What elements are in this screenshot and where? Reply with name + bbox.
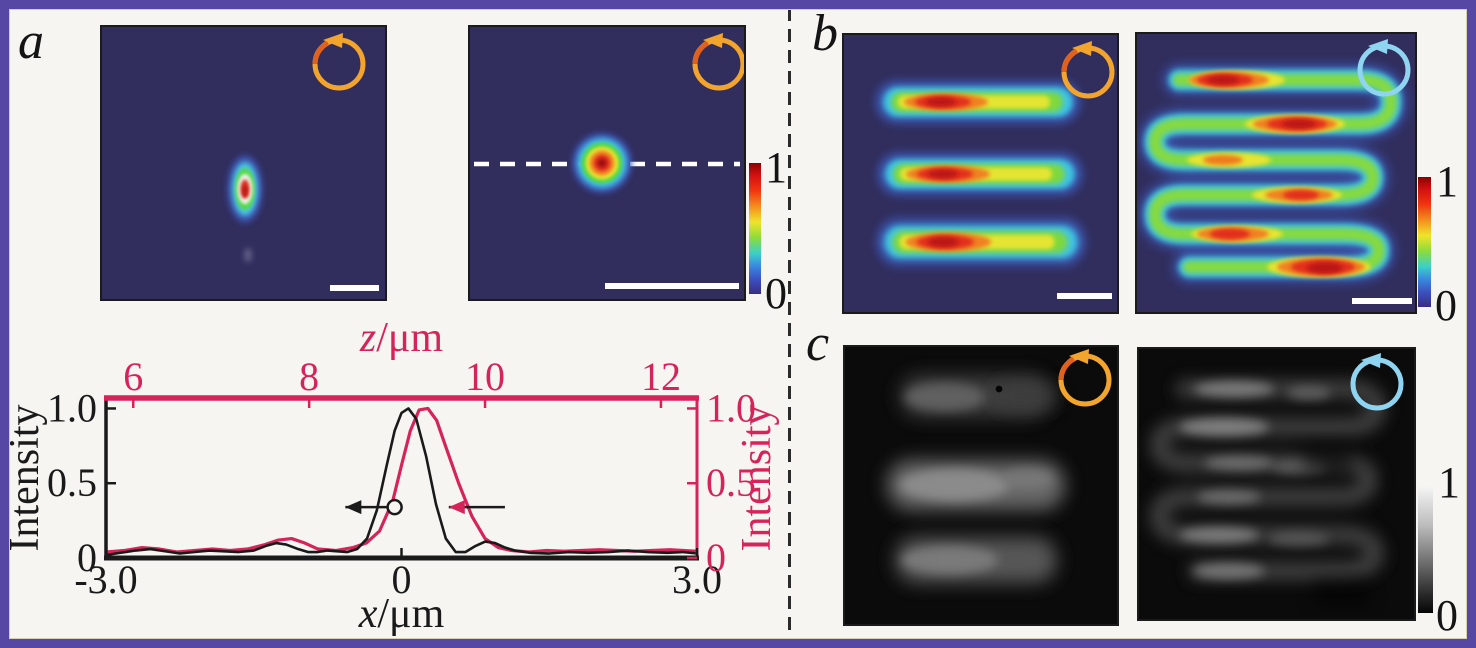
intensity-profile-chart: -3.0 0 3.06 8 10 121.00.501.00.50x/μmz/μmInte… xyxy=(2,315,780,637)
right-tick-label: 0 xyxy=(706,535,726,580)
circular-polarization-icon-blue xyxy=(1350,353,1404,411)
heatmap-c-serpentine-gray-blue xyxy=(1137,347,1416,621)
colorbar-a xyxy=(749,163,761,294)
panel-b-label: b xyxy=(812,5,838,62)
colorbar-b-max: 1 xyxy=(1436,157,1458,206)
scale-bar xyxy=(330,285,379,291)
x-axis-title: x/μm xyxy=(358,591,445,637)
top-tick-label: 6 xyxy=(123,354,143,399)
left-axis-title: Intensity xyxy=(2,405,48,552)
heatmap-a-xy-focal-spot xyxy=(468,25,746,301)
bottom-tick-label: 3.0 xyxy=(672,557,722,602)
annotation-open-circle xyxy=(386,498,403,516)
colorbar-c-max: 1 xyxy=(1438,458,1460,507)
heatmap-c-lines-gray-orange xyxy=(843,345,1119,626)
left-tick-label: 0 xyxy=(77,535,97,580)
scale-bar xyxy=(605,283,739,289)
panel-divider-dashed-line xyxy=(788,8,791,640)
heat-blobs xyxy=(1150,380,1386,605)
colorbar-c xyxy=(1418,487,1433,613)
panel-c-label: c xyxy=(806,315,830,372)
z-axis-title: z/μm xyxy=(359,315,444,361)
colorbar-a-min: 0 xyxy=(765,269,787,318)
series-x-profile xyxy=(104,407,699,557)
heatmap-b-serpentine-blue xyxy=(1135,32,1417,314)
top-tick-label: 8 xyxy=(299,354,319,399)
right-axis-title: Intensity xyxy=(734,405,780,552)
annotation-arrowhead xyxy=(345,500,362,515)
bottom-tick-label: 0 xyxy=(392,557,412,602)
circular-polarization-icon-orange xyxy=(692,33,744,91)
scale-bar xyxy=(1352,298,1412,304)
circular-polarization-icon-orange xyxy=(312,33,366,91)
left-tick-label: 0.5 xyxy=(47,460,97,505)
bottom-tick-label: -3.0 xyxy=(74,557,137,602)
circular-polarization-icon-orange xyxy=(1058,349,1112,407)
top-tick-label: 12 xyxy=(641,354,681,399)
heat-blobs xyxy=(1138,64,1408,283)
focal-spot-xy xyxy=(572,133,632,193)
right-tick-label: 0.5 xyxy=(706,460,756,505)
scale-bar xyxy=(1057,293,1112,299)
heatmap-a-xz-focal-spot xyxy=(100,25,387,301)
colorbar-c-min: 0 xyxy=(1436,591,1458,640)
annotation-arrowhead xyxy=(448,500,465,515)
focal-spot-xz xyxy=(227,155,263,262)
left-tick-label: 1.0 xyxy=(47,385,97,430)
circular-polarization-icon-orange xyxy=(1061,41,1115,99)
right-tick-label: 1.0 xyxy=(706,385,756,430)
colorbar-a-max: 1 xyxy=(765,143,787,192)
top-tick-label: 10 xyxy=(465,354,505,399)
heat-blobs xyxy=(875,80,1086,266)
heat-blobs xyxy=(887,375,1065,583)
colorbar-b-min: 0 xyxy=(1435,281,1457,330)
panel-a-label: a xyxy=(18,13,44,70)
series-z-profile xyxy=(105,406,698,554)
circular-polarization-icon-blue xyxy=(1357,39,1411,97)
heat-hot-spots xyxy=(1187,71,1371,277)
heatmap-b-lines-orange xyxy=(842,33,1119,314)
colorbar-b xyxy=(1418,177,1431,307)
